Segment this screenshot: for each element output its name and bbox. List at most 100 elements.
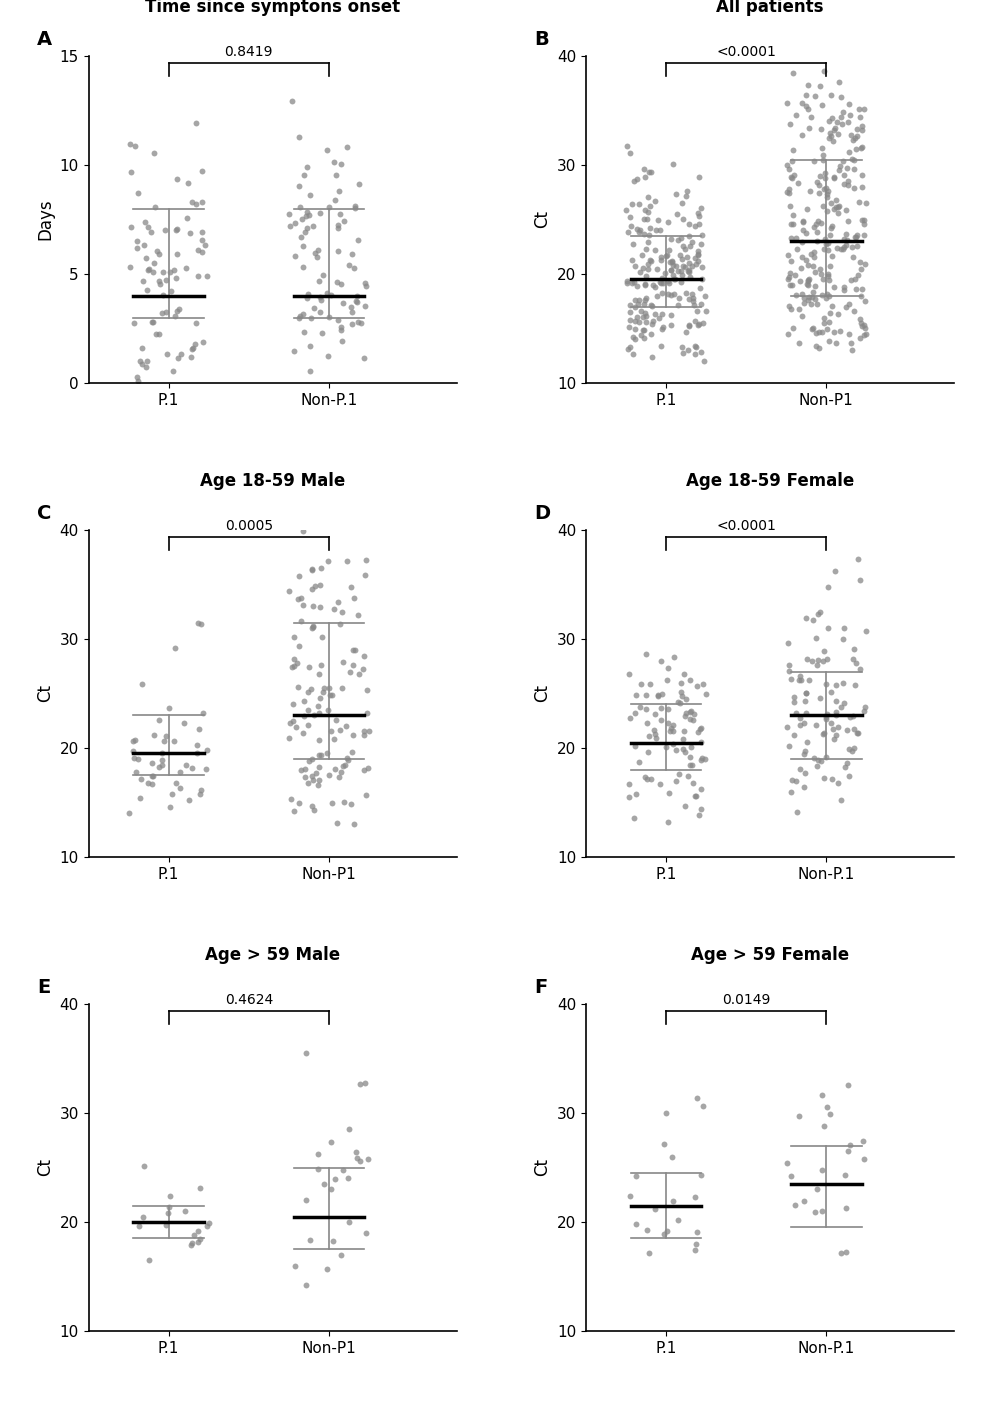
Point bbox=[803, 293, 819, 315]
Point bbox=[826, 167, 841, 189]
Point bbox=[820, 703, 835, 726]
Point bbox=[782, 195, 798, 217]
Point bbox=[312, 574, 328, 597]
Point bbox=[779, 91, 795, 113]
Point bbox=[151, 322, 166, 345]
Point bbox=[139, 279, 154, 301]
Point bbox=[675, 342, 691, 364]
Point bbox=[819, 1096, 834, 1118]
Point bbox=[341, 1118, 357, 1140]
Point bbox=[356, 720, 372, 743]
Point bbox=[354, 658, 370, 681]
Point bbox=[163, 783, 179, 806]
Point bbox=[321, 196, 337, 219]
Point bbox=[306, 799, 322, 821]
Point bbox=[326, 598, 341, 621]
Point bbox=[856, 1147, 872, 1170]
Point bbox=[654, 303, 670, 325]
Point bbox=[838, 199, 854, 221]
Point bbox=[831, 195, 847, 217]
Point bbox=[320, 345, 336, 367]
Point bbox=[633, 696, 648, 719]
Point bbox=[327, 1168, 342, 1191]
Point bbox=[359, 678, 375, 700]
Point bbox=[840, 1073, 856, 1096]
Point bbox=[291, 305, 307, 328]
Point bbox=[344, 639, 360, 661]
Point bbox=[653, 272, 669, 294]
Point bbox=[626, 233, 642, 255]
Point bbox=[843, 269, 859, 291]
Point bbox=[305, 615, 321, 637]
Point bbox=[832, 789, 848, 811]
Point bbox=[854, 119, 870, 142]
Point bbox=[342, 793, 358, 815]
Point bbox=[819, 177, 834, 199]
Point bbox=[333, 719, 348, 741]
Point bbox=[851, 191, 867, 213]
Point bbox=[821, 127, 836, 150]
Point bbox=[629, 275, 645, 297]
Point bbox=[823, 712, 838, 734]
Point bbox=[317, 1173, 333, 1195]
Point bbox=[622, 142, 638, 164]
Point bbox=[176, 712, 192, 734]
Point bbox=[183, 1233, 199, 1255]
Point bbox=[689, 300, 705, 322]
Point bbox=[300, 772, 316, 794]
Point bbox=[347, 290, 363, 312]
Point bbox=[687, 703, 703, 726]
Point bbox=[809, 715, 825, 737]
Point bbox=[698, 682, 713, 705]
Point bbox=[694, 293, 709, 315]
Point bbox=[816, 144, 831, 167]
Point bbox=[688, 254, 704, 276]
Point bbox=[796, 1191, 812, 1213]
Point bbox=[299, 200, 315, 223]
Point bbox=[335, 601, 350, 623]
Point bbox=[854, 136, 870, 158]
Point bbox=[809, 755, 825, 778]
Point bbox=[696, 312, 711, 335]
Point bbox=[814, 284, 830, 307]
Point bbox=[152, 757, 167, 779]
Point bbox=[341, 1210, 357, 1233]
Point bbox=[801, 118, 817, 140]
Point bbox=[808, 626, 824, 649]
Point bbox=[682, 261, 698, 283]
Point bbox=[330, 270, 345, 293]
Point bbox=[154, 261, 170, 283]
Point bbox=[848, 277, 864, 300]
Point bbox=[779, 716, 795, 738]
Point bbox=[629, 168, 645, 191]
Point bbox=[303, 307, 319, 329]
Point bbox=[815, 268, 830, 290]
Point bbox=[673, 692, 689, 715]
Point bbox=[632, 192, 647, 214]
Point bbox=[640, 252, 655, 275]
Point bbox=[622, 301, 638, 324]
Y-axis label: Days: Days bbox=[36, 199, 54, 241]
Point bbox=[804, 244, 820, 266]
Point bbox=[296, 705, 312, 727]
Point bbox=[644, 322, 659, 345]
Point bbox=[801, 268, 817, 290]
Point bbox=[822, 301, 837, 324]
Point bbox=[347, 639, 363, 661]
Point bbox=[161, 696, 177, 719]
Point bbox=[132, 349, 148, 371]
Point bbox=[286, 800, 302, 822]
Point bbox=[834, 628, 850, 650]
Point bbox=[800, 254, 816, 276]
Point bbox=[786, 164, 802, 186]
Point bbox=[779, 1152, 795, 1174]
Point bbox=[166, 259, 182, 282]
Point bbox=[694, 730, 709, 752]
Point bbox=[846, 637, 862, 660]
Text: F: F bbox=[534, 978, 548, 998]
Point bbox=[328, 189, 343, 212]
Point bbox=[360, 757, 376, 779]
Point bbox=[298, 1274, 314, 1296]
Point bbox=[666, 283, 682, 305]
Point bbox=[681, 314, 697, 336]
